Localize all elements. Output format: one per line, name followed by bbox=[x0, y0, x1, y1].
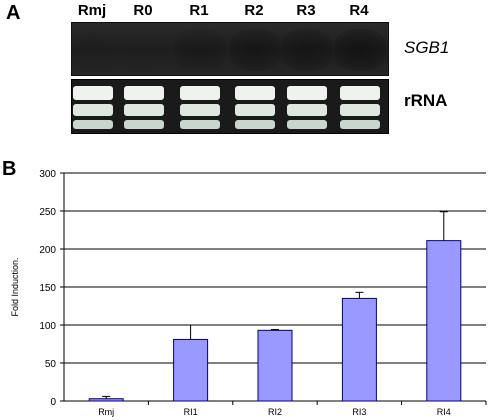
y-tick-label: 200 bbox=[39, 245, 56, 256]
rrna-label: rRNA bbox=[404, 91, 448, 110]
panel-b-letter: B bbox=[2, 158, 17, 180]
rrna-lane-r3 bbox=[285, 80, 329, 133]
lane-label-r4: R4 bbox=[349, 2, 369, 19]
bar-ri1 bbox=[173, 338, 209, 402]
bar-ri3 bbox=[341, 297, 377, 402]
blot-band-r2 bbox=[229, 29, 281, 71]
lane-label-r3: R3 bbox=[296, 2, 316, 19]
lane-label-rmj: Rmj bbox=[77, 2, 107, 19]
rrna-lane-rmj bbox=[72, 80, 115, 133]
rrna-lane-r4 bbox=[338, 80, 382, 133]
fold-induction-bar-chart: 0 50 100 150 200 250 300 Rmj RI1 RI2 RI3 RI4 Fold In… bbox=[10, 169, 487, 417]
y-tick-label: 100 bbox=[39, 321, 56, 332]
x-tick-label-ri4: RI4 bbox=[437, 407, 451, 417]
panel-a-letter: A bbox=[6, 2, 21, 24]
x-tick-label-ri3: RI3 bbox=[352, 407, 366, 417]
bar-ri4 bbox=[426, 240, 462, 402]
lane-label-r0: R0 bbox=[133, 2, 153, 19]
x-tick-label-ri2: RI2 bbox=[268, 407, 282, 417]
rrna-lane-r1 bbox=[178, 80, 222, 133]
blot-band-r3 bbox=[281, 29, 333, 71]
y-tick-label: 150 bbox=[39, 283, 56, 294]
blot-band-r1 bbox=[174, 29, 226, 71]
blot-band-rmj bbox=[72, 29, 119, 71]
x-tick-label-rmj: Rmj bbox=[98, 407, 114, 417]
rrna-gel bbox=[71, 79, 389, 134]
x-tick-label-ri1: RI1 bbox=[184, 407, 198, 417]
blot-band-r4 bbox=[334, 29, 386, 71]
bar-rmj bbox=[88, 398, 124, 402]
lane-label-r1: R1 bbox=[189, 2, 209, 19]
bar-ri2 bbox=[257, 329, 293, 402]
y-tick-label: 300 bbox=[39, 169, 56, 180]
y-tick-label: 0 bbox=[50, 397, 56, 408]
sgb1-northern-blot bbox=[71, 22, 389, 76]
sgb1-label: SGB1 bbox=[404, 38, 450, 57]
y-tick-label: 250 bbox=[39, 207, 56, 218]
rrna-lane-r2 bbox=[233, 80, 277, 133]
lane-label-r2: R2 bbox=[244, 2, 264, 19]
y-axis-label: Fold Induction. bbox=[10, 257, 20, 316]
rrna-lane-r0 bbox=[122, 80, 166, 133]
blot-band-r0 bbox=[118, 29, 170, 71]
y-tick-label: 50 bbox=[45, 359, 57, 370]
